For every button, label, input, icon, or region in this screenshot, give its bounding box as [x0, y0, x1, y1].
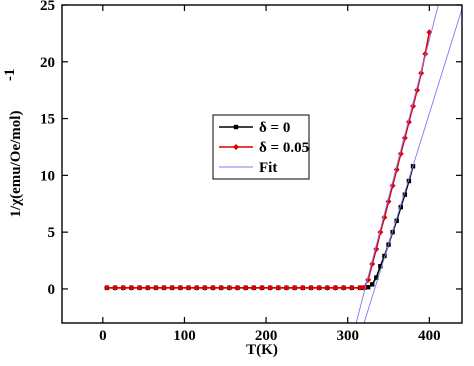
marker	[373, 246, 380, 253]
marker	[120, 284, 127, 291]
marker	[210, 284, 217, 291]
plot-area	[103, 5, 462, 323]
marker	[185, 284, 192, 291]
marker	[259, 284, 265, 291]
marker	[316, 284, 323, 291]
marker	[378, 264, 383, 269]
plot-frame	[61, 4, 463, 324]
marker	[370, 282, 375, 287]
marker	[128, 284, 135, 291]
marker	[250, 284, 257, 291]
marker	[394, 218, 399, 223]
y-tick-label: 10	[40, 168, 55, 184]
marker	[406, 178, 412, 184]
marker	[152, 284, 159, 291]
marker	[233, 124, 239, 130]
series-line	[106, 166, 414, 289]
x-tick-label: 300	[336, 328, 359, 344]
marker	[356, 284, 363, 291]
legend-label: Fit	[259, 160, 277, 176]
marker	[283, 284, 290, 291]
marker	[112, 284, 119, 291]
marker	[242, 284, 249, 291]
marker	[136, 284, 143, 291]
marker	[103, 284, 110, 291]
y-axis-exponent: -1	[2, 69, 18, 82]
marker	[307, 284, 314, 291]
fit-line	[355, 5, 439, 323]
marker	[226, 284, 233, 291]
marker	[233, 144, 239, 150]
marker	[382, 253, 387, 259]
legend-label: δ = 0	[259, 120, 290, 136]
marker	[193, 284, 200, 291]
marker	[348, 284, 355, 291]
x-tick-label: 100	[173, 328, 196, 344]
marker	[267, 284, 274, 291]
marker	[218, 284, 225, 291]
y-tick-label: 5	[48, 225, 56, 241]
marker	[332, 284, 339, 291]
marker	[374, 275, 379, 280]
x-tick-label: 0	[99, 328, 107, 344]
marker	[299, 284, 306, 291]
y-axis-label-group: 1/χ(emu/Oe/mol) -1	[2, 69, 24, 218]
marker	[324, 284, 331, 291]
y-tick-label: 15	[40, 112, 55, 128]
y-tick-label: 25	[40, 0, 55, 14]
legend-label: δ = 0.05	[259, 140, 309, 156]
x-axis-label: T(K)	[246, 342, 278, 358]
marker	[402, 192, 408, 197]
marker	[365, 285, 371, 290]
x-tick-label: 200	[255, 328, 278, 344]
y-axis-label: 1/χ(emu/Oe/mol)	[8, 111, 24, 218]
fit-line	[363, 7, 462, 323]
marker	[169, 284, 176, 291]
marker	[234, 284, 241, 291]
y-tick-label: 20	[40, 55, 55, 71]
x-tick-label: 400	[418, 328, 441, 344]
marker	[340, 284, 347, 291]
marker	[161, 284, 168, 291]
marker	[144, 284, 151, 291]
marker	[177, 284, 184, 291]
marker	[275, 284, 282, 291]
marker	[398, 204, 403, 210]
marker	[201, 284, 208, 291]
marker	[291, 284, 298, 291]
y-tick-label: 0	[48, 282, 56, 298]
